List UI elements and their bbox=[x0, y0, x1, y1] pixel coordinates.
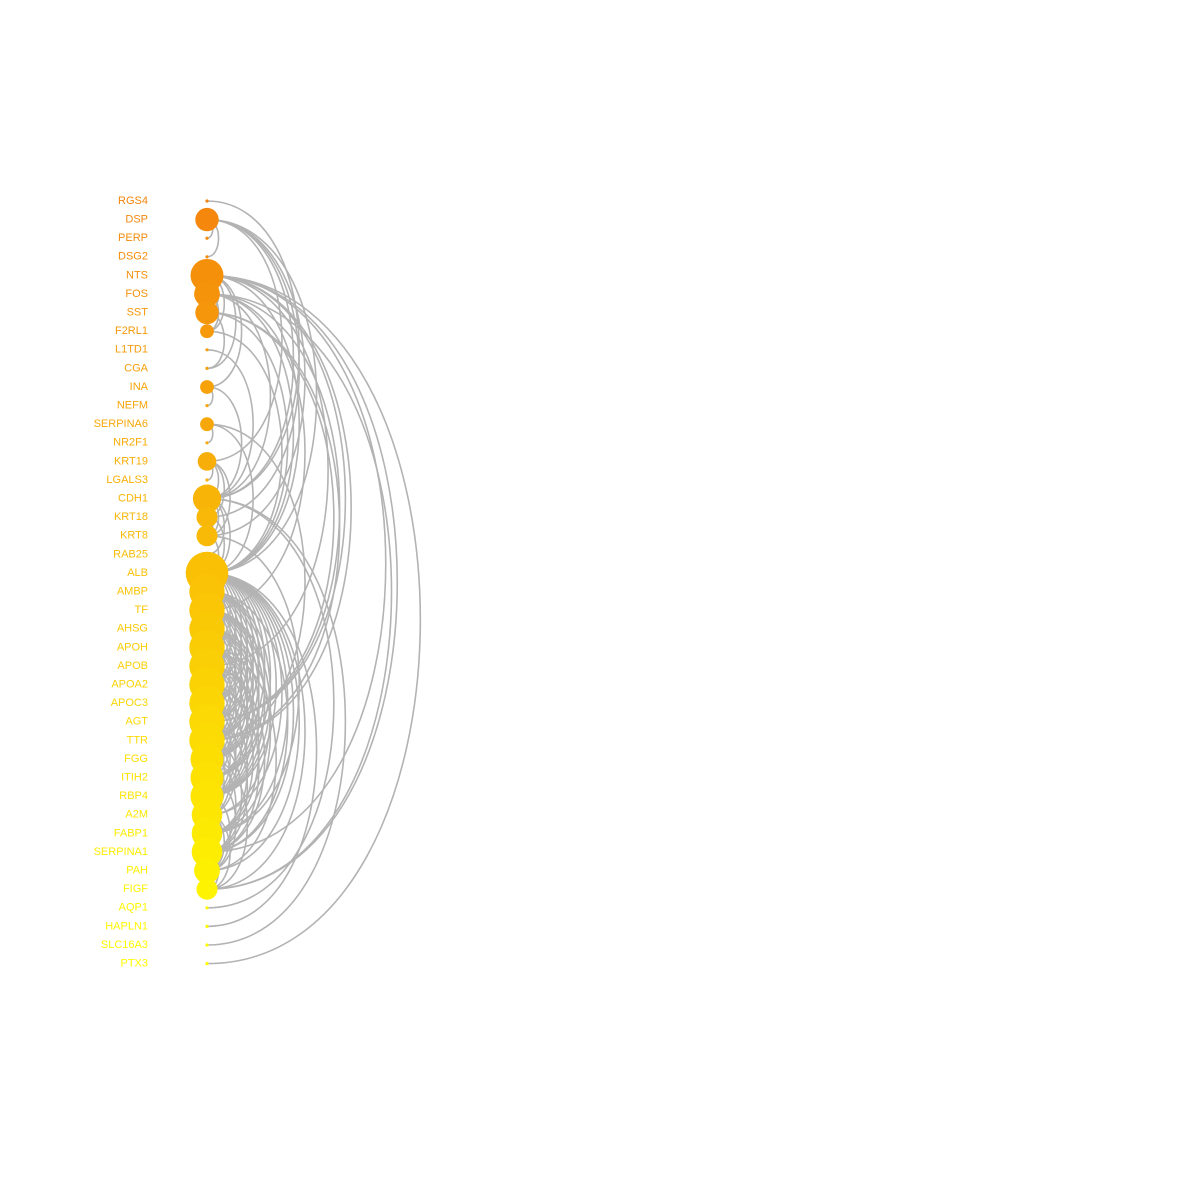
node-label-slc16a3: SLC16A3 bbox=[101, 939, 148, 951]
edge-dsp-krt8 bbox=[206, 218, 306, 537]
edge-nts-ttr bbox=[206, 274, 352, 742]
node-nr2f1 bbox=[205, 441, 209, 445]
edge-ambp-serpina1 bbox=[206, 590, 289, 853]
node-label-sst: SST bbox=[127, 307, 149, 319]
node-label-perp: PERP bbox=[118, 232, 148, 244]
node-label-serpina1: SERPINA1 bbox=[94, 846, 148, 858]
node-label-cga: CGA bbox=[124, 362, 149, 374]
node-label-alb: ALB bbox=[127, 567, 148, 579]
node-ptx3 bbox=[205, 962, 209, 966]
edge-nts-apob bbox=[206, 274, 329, 667]
node-label-agt: AGT bbox=[125, 716, 148, 728]
edge-ina-cdh1 bbox=[206, 386, 243, 500]
node-label-aqp1: AQP1 bbox=[119, 902, 148, 914]
node-label-ina: INA bbox=[130, 381, 149, 393]
nodes-layer bbox=[185, 199, 229, 966]
edge-serpina6-alb bbox=[206, 423, 254, 574]
node-label-ptx3: PTX3 bbox=[120, 958, 148, 970]
node-label-cdh1: CDH1 bbox=[118, 493, 148, 505]
edge-dsp-alb bbox=[206, 218, 318, 574]
edge-alb-figf bbox=[206, 572, 306, 890]
node-nts bbox=[190, 258, 224, 292]
node-lgals3 bbox=[205, 478, 209, 482]
node-label-ttr: TTR bbox=[127, 734, 148, 746]
node-label-krt18: KRT18 bbox=[114, 511, 148, 523]
node-krt19 bbox=[197, 452, 217, 471]
node-label-dsp: DSP bbox=[125, 214, 148, 226]
edge-nts-agt bbox=[206, 274, 347, 723]
node-label-f2rl1: F2RL1 bbox=[115, 325, 148, 337]
node-figf bbox=[196, 878, 218, 900]
node-label-dsg2: DSG2 bbox=[118, 251, 148, 263]
edge-alb-hapln1 bbox=[206, 572, 318, 928]
node-serpina6 bbox=[200, 417, 214, 432]
edge-sst-alb bbox=[206, 311, 289, 574]
node-f2rl1 bbox=[200, 324, 214, 339]
edge-fos-cdh1 bbox=[206, 293, 272, 500]
node-dsp bbox=[195, 207, 219, 232]
node-dsg2 bbox=[205, 255, 209, 259]
node-serpina1 bbox=[191, 836, 223, 868]
node-label-rgs4: RGS4 bbox=[118, 195, 148, 207]
node-label-figf: FIGF bbox=[123, 883, 148, 895]
node-label-fgg: FGG bbox=[124, 753, 148, 765]
node-label-krt19: KRT19 bbox=[114, 455, 148, 467]
edge-l1td1-cdh1 bbox=[206, 349, 254, 500]
edge-cdh1-slc16a3 bbox=[206, 497, 347, 946]
node-label-hapln1: HAPLN1 bbox=[105, 920, 148, 932]
node-label-itih2: ITIH2 bbox=[121, 772, 148, 784]
node-krt18 bbox=[196, 506, 218, 528]
node-nefm bbox=[205, 404, 209, 408]
node-label-fabp1: FABP1 bbox=[114, 827, 148, 839]
node-label-rbp4: RBP4 bbox=[119, 790, 148, 802]
node-slc16a3 bbox=[205, 943, 209, 947]
edge-nts-serpina1 bbox=[206, 274, 387, 853]
edge-nts-ptx3 bbox=[206, 274, 422, 965]
edge-apoh-pah bbox=[206, 646, 277, 872]
node-label-ambp: AMBP bbox=[117, 586, 148, 598]
edge-f2rl1-alb bbox=[206, 330, 283, 574]
edge-fos-figf bbox=[206, 293, 393, 890]
node-krt8 bbox=[196, 525, 218, 547]
node-aqp1 bbox=[205, 906, 209, 910]
node-label-a2m: A2M bbox=[125, 809, 148, 821]
node-label-krt8: KRT8 bbox=[120, 530, 148, 542]
edge-krt8-fabp1 bbox=[206, 535, 301, 835]
edges-layer bbox=[206, 200, 422, 965]
node-label-nr2f1: NR2F1 bbox=[113, 437, 148, 449]
node-label-rab25: RAB25 bbox=[113, 548, 148, 560]
node-sst bbox=[195, 300, 219, 325]
node-ina bbox=[200, 380, 214, 394]
edge-nts-figf bbox=[206, 274, 399, 890]
node-label-pah: PAH bbox=[126, 865, 148, 877]
node-label-apoc3: APOC3 bbox=[111, 697, 148, 709]
labels-layer: RGS4 DSP PERP DSG2 NTS FOS SST F2RL1 L1TD1 CGA INA… bbox=[94, 195, 149, 970]
node-label-serpina6: SERPINA6 bbox=[94, 418, 148, 430]
node-rgs4 bbox=[205, 199, 209, 203]
node-l1td1 bbox=[205, 348, 209, 352]
node-label-fos: FOS bbox=[125, 288, 148, 300]
node-hapln1 bbox=[205, 924, 209, 929]
node-label-apoa2: APOA2 bbox=[111, 679, 148, 691]
node-fos bbox=[194, 281, 220, 307]
node-label-lgals3: LGALS3 bbox=[106, 474, 148, 486]
edge-fgg-figf bbox=[206, 758, 249, 890]
node-cdh1 bbox=[192, 484, 222, 513]
edge-cdh1-aqp1 bbox=[206, 497, 335, 909]
node-perp bbox=[205, 236, 209, 240]
node-cga bbox=[205, 366, 209, 370]
node-label-apoh: APOH bbox=[117, 641, 148, 653]
node-label-nts: NTS bbox=[126, 269, 148, 281]
node-label-apob: APOB bbox=[117, 660, 148, 672]
node-label-ahsg: AHSG bbox=[117, 623, 148, 635]
node-label-tf: TF bbox=[135, 604, 149, 616]
node-pah bbox=[194, 857, 220, 884]
edge-alb-pah bbox=[206, 572, 301, 872]
node-label-l1td1: L1TD1 bbox=[115, 344, 148, 356]
node-label-nefm: NEFM bbox=[117, 400, 148, 412]
